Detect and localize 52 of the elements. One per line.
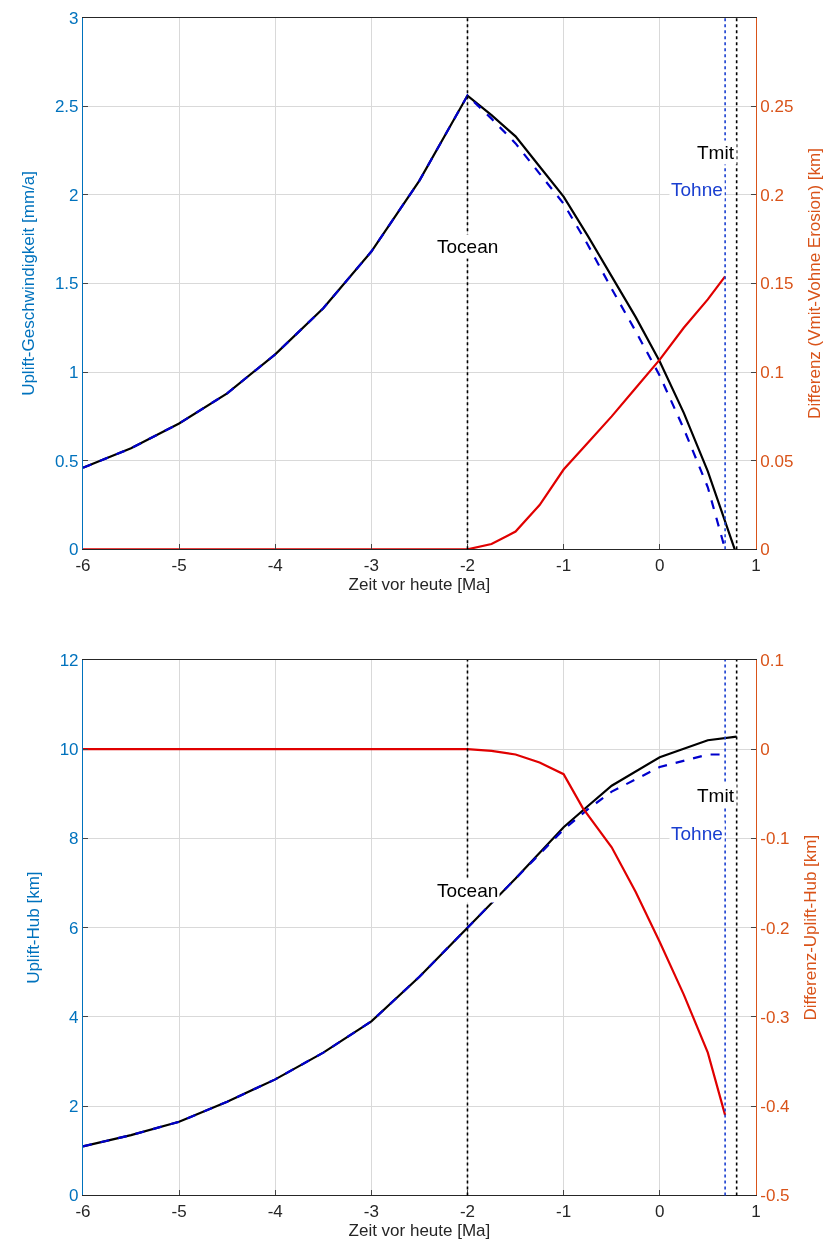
x-axis-title: Zeit vor heute [Ma] [348, 1221, 491, 1241]
x-tick-label: -3 [363, 555, 379, 575]
y-axis-title: Uplift-Hub [km] [24, 871, 44, 984]
y-tick-label: 0.5 [54, 451, 79, 471]
y2-axis-title: Differenz (Vmit-Vohne Erosion) [km] [804, 148, 824, 419]
y-tick-label: 4 [69, 1007, 79, 1027]
y-tick-label: 1 [69, 363, 79, 383]
y-tick-label: 8 [69, 829, 79, 849]
x-axis-title: Zeit vor heute [Ma] [348, 575, 491, 595]
x-tick-label: -3 [363, 1201, 379, 1221]
x-tick-label: -5 [171, 1201, 187, 1221]
y2-tick-label: -0.2 [760, 918, 790, 938]
y2-tick-label: 0.15 [760, 274, 794, 294]
y2-tick-label: 0 [760, 740, 770, 760]
line-series [82, 275, 727, 550]
x-tick-label: -2 [459, 555, 476, 575]
y2-tick-label: 0 [760, 540, 770, 560]
y-tick-label: 2 [69, 1097, 79, 1117]
x-tick-label: -4 [267, 555, 283, 575]
y2-tick-label: 0.1 [760, 363, 784, 383]
y-tick-label: 2 [69, 185, 79, 205]
y2-tick-label: -0.4 [760, 1097, 790, 1117]
ref-line-label: Tmit [697, 785, 735, 806]
y2-tick-label: -0.5 [760, 1186, 790, 1206]
ref-line-label: Tocean [437, 236, 499, 257]
ref-line-label: Tocean [437, 880, 499, 901]
ref-line-label: Tohne [671, 179, 723, 200]
x-tick-label: -2 [459, 1201, 476, 1221]
y2-tick-label: -0.3 [760, 1007, 790, 1027]
x-tick-label: -1 [556, 1201, 572, 1221]
x-tick-label: 1 [751, 555, 761, 575]
x-tick-label: -4 [267, 1201, 283, 1221]
y-tick-label: 2.5 [54, 97, 79, 117]
y2-tick-label: -0.1 [760, 829, 790, 849]
x-tick-label: 1 [751, 1201, 761, 1221]
y2-tick-label: 0.25 [760, 97, 794, 117]
y-tick-label: 12 [59, 650, 79, 670]
y-tick-label: 6 [69, 918, 79, 938]
x-tick-label: 0 [655, 555, 665, 575]
x-tick-label: -5 [171, 555, 187, 575]
ref-line-label: Tohne [671, 823, 723, 844]
y2-tick-label: 0.05 [760, 451, 794, 471]
ref-line-label: Tmit [697, 142, 735, 163]
y-tick-label: 10 [59, 740, 79, 760]
y-tick-label: 3 [69, 8, 79, 28]
x-tick-label: 0 [655, 1201, 665, 1221]
y2-tick-label: 0.2 [760, 185, 784, 205]
y-axis-title: Uplift-Geschwindigkeit [mm/a] [19, 171, 39, 396]
x-tick-label: -1 [556, 555, 572, 575]
y-tick-label: 1.5 [54, 274, 79, 294]
y2-tick-label: 0.1 [760, 650, 784, 670]
y2-axis-title: Differenz-Uplift-Hub [km] [800, 834, 820, 1021]
